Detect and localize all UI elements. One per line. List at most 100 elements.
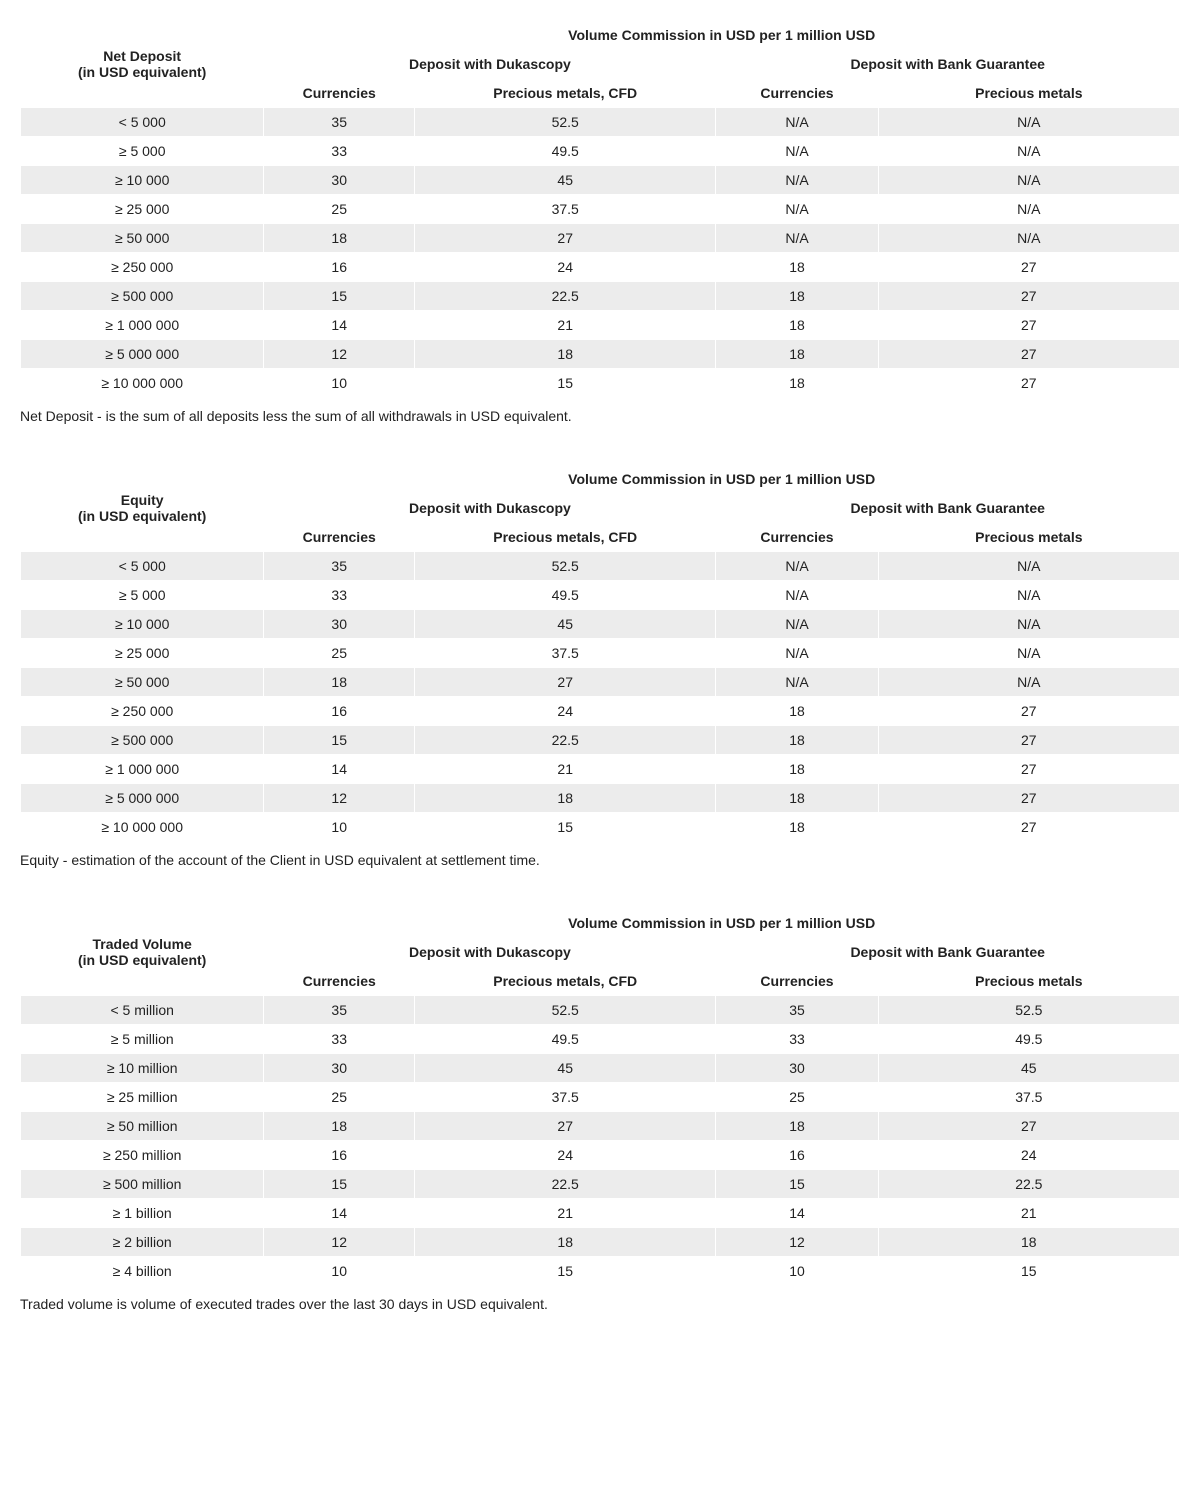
super-header: Volume Commission in USD per 1 million U… — [264, 21, 1180, 50]
cell-c3: 18 — [716, 1112, 878, 1141]
cell-c4: 52.5 — [878, 996, 1179, 1025]
cell-c4: 24 — [878, 1141, 1179, 1170]
row-label: < 5 000 — [21, 552, 264, 581]
row-label: ≥ 10 000 — [21, 166, 264, 195]
cell-c4: N/A — [878, 108, 1179, 137]
row-label: ≥ 4 billion — [21, 1257, 264, 1286]
table-row: ≥ 5 0003349.5N/AN/A — [21, 581, 1180, 610]
cell-c1: 10 — [264, 1257, 415, 1286]
table-row: ≥ 50 0001827N/AN/A — [21, 668, 1180, 697]
cell-c2: 21 — [415, 1199, 716, 1228]
cell-c2: 15 — [415, 813, 716, 842]
row-header-label: Equity(in USD equivalent) — [21, 465, 264, 552]
cell-c4: 27 — [878, 311, 1179, 340]
cell-c3: N/A — [716, 552, 878, 581]
column-header-col2: Precious metals, CFD — [415, 79, 716, 108]
cell-c4: N/A — [878, 137, 1179, 166]
table-row: ≥ 250 million16241624 — [21, 1141, 1180, 1170]
commission-section-equity: Equity(in USD equivalent)Volume Commissi… — [20, 464, 1180, 868]
cell-c3: 18 — [716, 253, 878, 282]
commission-table-net-deposit: Net Deposit(in USD equivalent) Volume Com… — [20, 20, 1180, 398]
cell-c1: 10 — [264, 369, 415, 398]
cell-c1: 25 — [264, 639, 415, 668]
column-header-col1: Currencies — [264, 79, 415, 108]
cell-c2: 49.5 — [415, 137, 716, 166]
cell-c1: 33 — [264, 581, 415, 610]
cell-c4: 22.5 — [878, 1170, 1179, 1199]
table-row: ≥ 50 million18271827 — [21, 1112, 1180, 1141]
cell-c3: 18 — [716, 697, 878, 726]
cell-c4: 27 — [878, 1112, 1179, 1141]
row-header-line1: Net Deposit — [29, 48, 255, 64]
table-row: ≥ 500 0001522.51827 — [21, 726, 1180, 755]
cell-c3: 18 — [716, 369, 878, 398]
cell-c3: N/A — [716, 610, 878, 639]
row-header-label: Traded Volume(in USD equivalent) — [21, 909, 264, 996]
row-label: ≥ 50 million — [21, 1112, 264, 1141]
page-root: Net Deposit(in USD equivalent)Volume Com… — [20, 20, 1180, 1312]
commission-section-net-deposit: Net Deposit(in USD equivalent) Volume Com… — [20, 20, 1180, 424]
cell-c3: 18 — [716, 311, 878, 340]
row-header-line2: (in USD equivalent) — [29, 952, 255, 968]
cell-c1: 15 — [264, 1170, 415, 1199]
table-row: ≥ 4 billion10151015 — [21, 1257, 1180, 1286]
cell-c4: 37.5 — [878, 1083, 1179, 1112]
row-label: ≥ 5 000 000 — [21, 340, 264, 369]
cell-c3: 18 — [716, 726, 878, 755]
cell-c3: N/A — [716, 581, 878, 610]
group-header-bank-guarantee: Deposit with Bank Guarantee — [716, 50, 1180, 79]
column-header-col1: Currencies — [264, 523, 415, 552]
footnote: Equity - estimation of the account of th… — [20, 852, 1180, 868]
row-label: ≥ 1 000 000 — [21, 755, 264, 784]
column-header-col3: Currencies — [716, 523, 878, 552]
table-row: ≥ 25 0002537.5N/AN/A — [21, 195, 1180, 224]
table-row: ≥ 50 0001827N/AN/A — [21, 224, 1180, 253]
cell-c2: 18 — [415, 1228, 716, 1257]
super-header: Volume Commission in USD per 1 million U… — [264, 909, 1180, 938]
cell-c2: 21 — [415, 755, 716, 784]
cell-c3: 12 — [716, 1228, 878, 1257]
cell-c1: 14 — [264, 755, 415, 784]
cell-c2: 49.5 — [415, 1025, 716, 1054]
cell-c1: 33 — [264, 1025, 415, 1054]
cell-c2: 22.5 — [415, 1170, 716, 1199]
cell-c3: 18 — [716, 755, 878, 784]
cell-c1: 18 — [264, 224, 415, 253]
cell-c1: 12 — [264, 784, 415, 813]
row-label: ≥ 5 million — [21, 1025, 264, 1054]
cell-c2: 52.5 — [415, 552, 716, 581]
column-header-col2: Precious metals, CFD — [415, 967, 716, 996]
cell-c3: 30 — [716, 1054, 878, 1083]
cell-c4: 45 — [878, 1054, 1179, 1083]
column-header-col3: Currencies — [716, 967, 878, 996]
cell-c3: 18 — [716, 282, 878, 311]
cell-c1: 16 — [264, 1141, 415, 1170]
cell-c3: N/A — [716, 639, 878, 668]
row-label: ≥ 500 million — [21, 1170, 264, 1199]
cell-c1: 15 — [264, 282, 415, 311]
row-label: ≥ 1 billion — [21, 1199, 264, 1228]
cell-c4: 27 — [878, 253, 1179, 282]
cell-c1: 15 — [264, 726, 415, 755]
row-label: ≥ 250 000 — [21, 253, 264, 282]
cell-c1: 18 — [264, 668, 415, 697]
cell-c4: N/A — [878, 552, 1179, 581]
row-label: ≥ 25 000 — [21, 195, 264, 224]
row-label: ≥ 10 000 — [21, 610, 264, 639]
cell-c2: 37.5 — [415, 1083, 716, 1112]
cell-c2: 22.5 — [415, 726, 716, 755]
table-row: ≥ 2 billion12181218 — [21, 1228, 1180, 1257]
cell-c2: 45 — [415, 1054, 716, 1083]
cell-c4: 18 — [878, 1228, 1179, 1257]
row-header-line2: (in USD equivalent) — [29, 64, 255, 80]
row-label: ≥ 1 000 000 — [21, 311, 264, 340]
row-label: ≥ 50 000 — [21, 224, 264, 253]
table-row: ≥ 5 0003349.5N/AN/A — [21, 137, 1180, 166]
table-row: < 5 0003552.5N/AN/A — [21, 552, 1180, 581]
cell-c1: 33 — [264, 137, 415, 166]
cell-c3: 10 — [716, 1257, 878, 1286]
cell-c2: 52.5 — [415, 996, 716, 1025]
cell-c1: 25 — [264, 1083, 415, 1112]
cell-c3: N/A — [716, 195, 878, 224]
table-row: ≥ 5 million3349.53349.5 — [21, 1025, 1180, 1054]
